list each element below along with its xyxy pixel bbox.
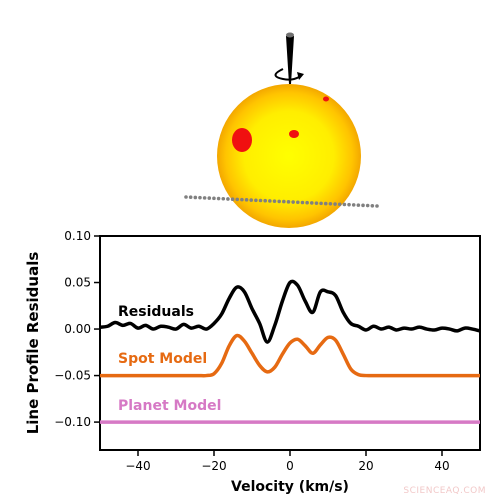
star-disk: [217, 84, 361, 228]
transit-path-dot: [221, 196, 226, 201]
rotation-arrowhead-icon: [297, 72, 304, 80]
transit-path-dot: [263, 198, 267, 203]
y-axis-ticks: 0.10 0.05 0.00 −0.05 −0.10: [54, 229, 100, 429]
y-tick-label: 0.00: [64, 322, 91, 336]
residuals-line: [99, 279, 481, 344]
x-axis-ticks: −40 −20 0 20 40: [125, 450, 450, 473]
transit-path-dot: [365, 203, 370, 208]
transit-path-dot: [258, 198, 263, 203]
transit-path-dot: [309, 201, 314, 205]
x-tick-label: 40: [434, 459, 449, 473]
x-tick-label: −40: [125, 459, 150, 473]
transit-path-dot: [300, 200, 305, 205]
transit-path-dot: [188, 195, 193, 200]
transit-path-dot: [244, 198, 249, 202]
transit-path-dot: [277, 199, 281, 204]
transit-path-dot: [268, 199, 272, 203]
y-tick-label: −0.05: [54, 369, 91, 383]
x-axis-label: Velocity (km/s): [231, 479, 349, 495]
transit-path-dot: [314, 201, 319, 205]
x-tick-label: −20: [201, 459, 226, 473]
y-tick-label: 0.05: [64, 276, 91, 290]
transit-path-dot: [240, 197, 244, 202]
transit-path-dot: [370, 203, 375, 208]
transit-path-dot: [207, 196, 212, 200]
x-tick-label: 20: [358, 459, 373, 473]
transit-path-dot: [333, 202, 337, 206]
transit-path-dot: [305, 200, 309, 205]
transit-path-dot: [235, 197, 240, 202]
limb-starspot: [323, 96, 329, 102]
y-tick-label: 0.10: [64, 229, 91, 243]
rotation-arrow-icon: [274, 68, 300, 81]
transit-path-dot: [351, 203, 356, 207]
transit-path-dot: [361, 203, 365, 208]
residuals-annotation: Residuals: [118, 304, 194, 320]
transit-path-dot: [249, 198, 254, 202]
transit-path-dot: [272, 199, 277, 203]
spot-model-annotation: Spot Model: [118, 351, 207, 367]
x-tick-label: 0: [286, 459, 294, 473]
small-starspot: [289, 130, 299, 138]
transit-path-dot: [254, 198, 258, 203]
watermark: SCIENCEAQ.COM: [403, 486, 486, 496]
transit-path-dot: [286, 200, 291, 204]
rotation-axis-pole: [286, 36, 294, 84]
transit-path-dot: [375, 204, 379, 208]
star-illustration: [184, 32, 379, 228]
transit-path-dot: [198, 195, 202, 200]
series-lines: [99, 279, 481, 424]
y-tick-label: −0.10: [54, 415, 91, 429]
transit-path-dot: [230, 197, 235, 201]
transit-path-dot: [193, 195, 198, 200]
transit-path-dot: [216, 196, 221, 201]
line-profile-plot: 0.10 0.05 0.00 −0.05 −0.10 −40 −20 0 20 40 Resid…: [24, 229, 481, 495]
transit-path-dot: [282, 199, 286, 204]
transit-path-dot: [202, 196, 207, 200]
y-axis-label: Line Profile Residuals: [24, 252, 42, 435]
transit-path-dot: [356, 203, 361, 207]
transit-path-dot: [323, 201, 328, 206]
transit-path-dot: [342, 202, 347, 207]
transit-path-dot: [328, 202, 333, 206]
transit-path-dot: [296, 200, 300, 205]
transit-path-dot: [184, 195, 188, 199]
transit-path-dot: [319, 201, 323, 206]
transit-path-dot: [291, 200, 295, 204]
rotation-axis-cap: [286, 32, 294, 38]
transit-path-dot: [337, 202, 342, 207]
transit-path-dot: [226, 197, 230, 201]
planet-transit-path: [184, 195, 379, 208]
transit-path-dot: [212, 196, 216, 201]
planet-model-annotation: Planet Model: [118, 398, 221, 414]
spot-model-line: [100, 333, 480, 378]
large-starspot: [232, 128, 252, 152]
transit-path-dot: [347, 202, 351, 207]
